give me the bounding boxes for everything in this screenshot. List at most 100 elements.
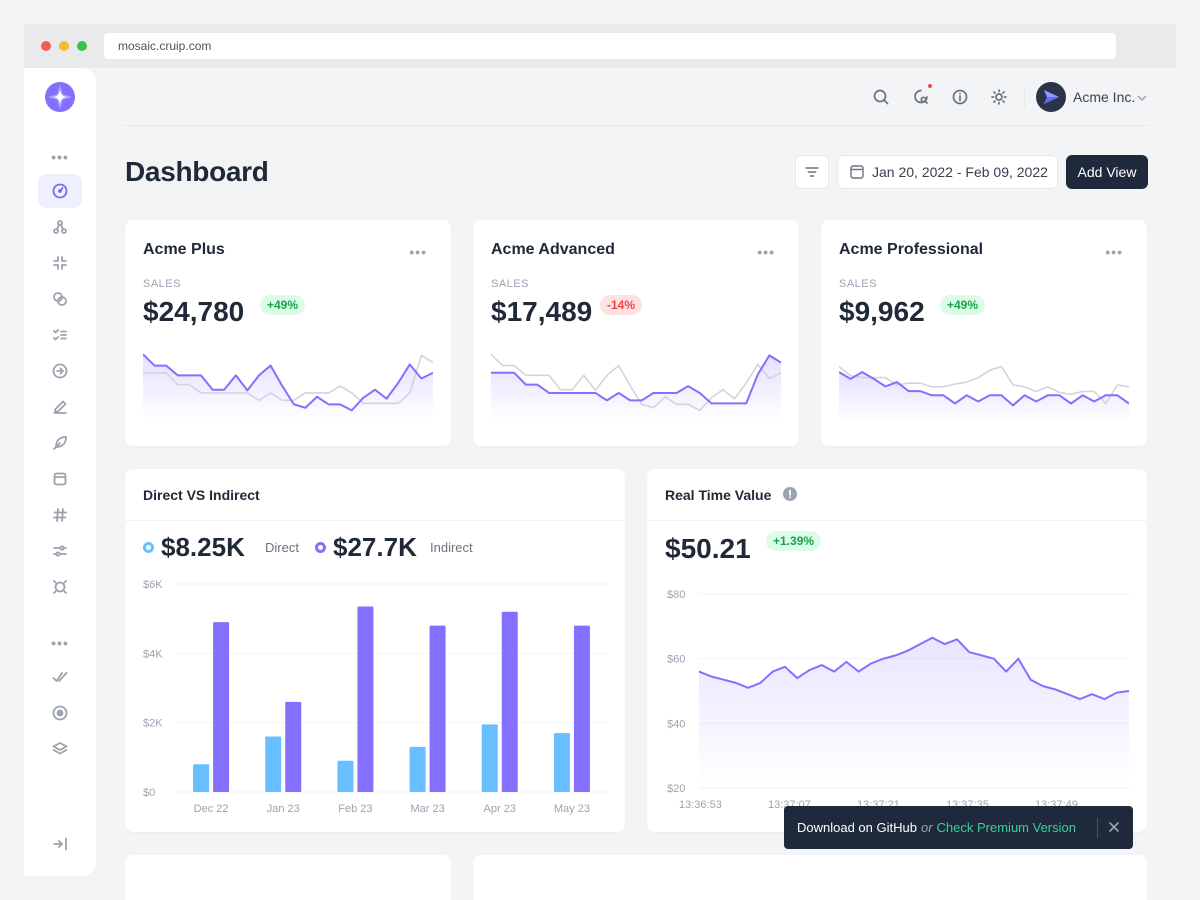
x-tick-label: Mar 23: [410, 803, 444, 815]
window-maximize-button[interactable]: [77, 41, 87, 51]
card-value: $9,962: [839, 296, 925, 327]
y-tick-label: $6K: [143, 579, 163, 591]
sidebar-item-calendar[interactable]: [50, 469, 70, 489]
sidebar-item-ecommerce[interactable]: [50, 217, 70, 237]
indirect-label: Indirect: [430, 540, 473, 555]
sidebar-item-dashboard[interactable]: [50, 181, 70, 201]
close-icon[interactable]: [1106, 819, 1122, 835]
change-badge: +49%: [940, 295, 986, 315]
window-minimize-button[interactable]: [59, 41, 69, 51]
add-view-button[interactable]: Add View: [1066, 155, 1148, 189]
card-title: Acme Plus: [143, 241, 225, 258]
direct-value: $8.25K: [161, 532, 245, 562]
filter-button[interactable]: [795, 155, 829, 189]
sidebar-item-settings[interactable]: [50, 541, 70, 561]
value-line: [698, 636, 1130, 701]
info-icon: [952, 89, 968, 105]
sidebar-item-hashtag[interactable]: [50, 505, 70, 525]
bar-indirect: [429, 625, 446, 792]
page-title: Dashboard: [125, 156, 269, 187]
direct-indirect-bar-chart: $0 $2K $4K $6K Dec 22 Jan 23 Feb 23 Mar 23 Apr 2…: [143, 579, 608, 815]
notifications-icon: [914, 89, 928, 104]
kpi-card-acme-plus: Acme Plus ••• SALES $24,780 +49%: [125, 220, 451, 446]
bar-indirect: [501, 611, 518, 792]
bar-indirect: [213, 622, 230, 792]
logo-icon[interactable]: [45, 82, 75, 112]
sidebar-item-tasks[interactable]: [50, 325, 70, 345]
x-tick-label: Dec 22: [194, 803, 229, 815]
section-more-icon-2: •••: [51, 635, 69, 651]
kpi-card-acme-professional: Acme Professional ••• SALES $9,962 +49%: [821, 220, 1147, 446]
card-label: SALES: [491, 278, 529, 290]
y-tick-label: $60: [667, 654, 685, 666]
top-channels-card: [473, 855, 1147, 900]
kpi-card-acme-advanced: Acme Advanced ••• SALES $17,489 -14%: [473, 220, 799, 446]
sparkline-current-line: [839, 371, 1129, 407]
section-more-icon: •••: [51, 149, 69, 165]
info-button[interactable]: [949, 86, 971, 108]
search-icon: [873, 89, 889, 105]
bar-direct: [265, 736, 282, 792]
card-value: $17,489: [491, 296, 593, 327]
sidebar-item-layers[interactable]: [50, 739, 70, 759]
sidebar-item-inbox[interactable]: [50, 397, 70, 417]
address-bar[interactable]: mosaic.cruip.com: [104, 33, 1116, 59]
sparkline-previous-line: [491, 353, 781, 412]
checkmark-icon: [52, 672, 68, 682]
card-menu-icon[interactable]: •••: [1105, 244, 1123, 260]
date-range-picker[interactable]: Jan 20, 2022 - Feb 09, 2022: [837, 155, 1058, 189]
sidebar-item-components[interactable]: [50, 703, 70, 723]
card-title: Acme Advanced: [491, 241, 615, 258]
info-icon[interactable]: [782, 486, 798, 502]
bar-direct: [337, 760, 354, 792]
expand-sidebar-button[interactable]: [50, 834, 70, 854]
search-button[interactable]: [870, 86, 892, 108]
notifications-button[interactable]: [910, 86, 932, 108]
toast-text: Download on GitHub or Check Premium Versio…: [797, 820, 1076, 835]
chevron-down-icon[interactable]: [1136, 92, 1148, 104]
legend-indirect-marker[interactable]: [315, 542, 326, 553]
bar-indirect: [285, 701, 302, 792]
filter-icon: [805, 167, 819, 177]
user-menu-button[interactable]: Acme Inc.: [1073, 89, 1136, 105]
finance-icon: [53, 292, 67, 306]
direct-label: Direct: [265, 540, 299, 555]
premium-link[interactable]: Check Premium Version: [936, 820, 1076, 835]
calendar-icon: [53, 472, 67, 486]
x-tick-label: 13:36:53: [679, 799, 722, 811]
sidebar-item-messages[interactable]: [50, 361, 70, 381]
card-value: $24,780: [143, 296, 245, 327]
date-range-label: Jan 20, 2022 - Feb 09, 2022: [872, 164, 1048, 180]
toast-or-text: or: [920, 820, 933, 835]
y-tick-label: $20: [667, 783, 685, 795]
components-icon: [52, 705, 68, 721]
hashtag-icon: [53, 508, 67, 522]
card-menu-icon[interactable]: •••: [757, 244, 775, 260]
bar-direct: [193, 764, 210, 792]
x-tick-label: Apr 23: [484, 803, 516, 815]
window-close-button[interactable]: [41, 41, 51, 51]
sidebar-item-community[interactable]: [50, 253, 70, 273]
sidebar-item-utility[interactable]: [50, 577, 70, 597]
header-divider: [1024, 86, 1025, 108]
theme-toggle-button[interactable]: [988, 86, 1010, 108]
x-tick-label: Jan 23: [267, 803, 300, 815]
card-menu-icon[interactable]: •••: [409, 244, 427, 260]
card-label: SALES: [143, 278, 181, 290]
sidebar-item-finance[interactable]: [50, 289, 70, 309]
real-time-value-panel: Real Time Value $50.21 +1.39% $20 $40 $60 $…: [647, 469, 1147, 832]
layers-icon: [52, 742, 68, 755]
messages-icon: [52, 363, 68, 379]
sidebar-item-checkmark[interactable]: [50, 667, 70, 687]
sparkline-area: [143, 354, 433, 422]
promo-toast: Download on GitHub or Check Premium Versio…: [784, 806, 1133, 849]
legend-direct-marker[interactable]: [143, 542, 154, 553]
avatar[interactable]: [1036, 82, 1066, 112]
sidebar-item-campaigns[interactable]: [50, 433, 70, 453]
change-badge: -14%: [600, 295, 643, 315]
tasks-icon: [53, 329, 67, 341]
sparkline-area: [839, 372, 1129, 422]
sparkline-area: [491, 355, 781, 422]
y-tick-label: $2K: [143, 718, 163, 730]
github-link[interactable]: Download on GitHub: [797, 820, 917, 835]
